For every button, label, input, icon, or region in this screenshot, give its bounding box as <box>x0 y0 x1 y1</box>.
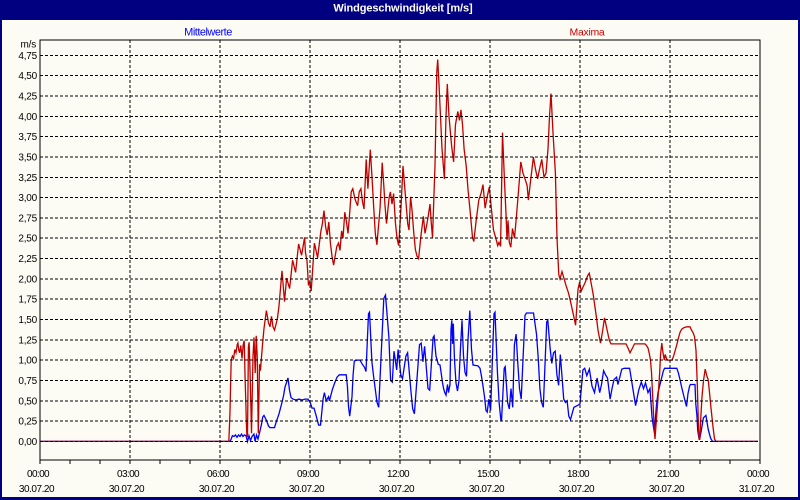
svg-text:30.07.20: 30.07.20 <box>469 484 505 495</box>
svg-text:Maxima: Maxima <box>570 27 605 39</box>
svg-text:30.07.20: 30.07.20 <box>289 484 325 495</box>
svg-text:2,25: 2,25 <box>18 254 37 265</box>
svg-text:09:00: 09:00 <box>297 469 320 480</box>
svg-text:31.07.20: 31.07.20 <box>739 484 775 495</box>
svg-text:30.07.20: 30.07.20 <box>19 484 55 495</box>
svg-text:1,00: 1,00 <box>18 356 37 367</box>
svg-text:3,75: 3,75 <box>18 132 37 143</box>
svg-text:1,50: 1,50 <box>18 315 37 326</box>
svg-text:00:00: 00:00 <box>27 469 50 480</box>
svg-text:2,50: 2,50 <box>18 234 37 245</box>
svg-text:3,25: 3,25 <box>18 173 37 184</box>
svg-text:0,50: 0,50 <box>18 396 37 407</box>
svg-text:Mittelwerte: Mittelwerte <box>184 27 232 39</box>
svg-text:30.07.20: 30.07.20 <box>199 484 235 495</box>
svg-text:30.07.20: 30.07.20 <box>649 484 685 495</box>
svg-text:06:00: 06:00 <box>207 469 230 480</box>
svg-text:m/s: m/s <box>20 40 36 51</box>
svg-text:0,00: 0,00 <box>18 437 37 448</box>
svg-text:21:00: 21:00 <box>657 469 680 480</box>
svg-text:Windgeschwindigkeit [m/s]: Windgeschwindigkeit [m/s] <box>333 3 473 15</box>
svg-text:12:00: 12:00 <box>387 469 410 480</box>
svg-text:4,00: 4,00 <box>18 112 37 123</box>
svg-text:30.07.20: 30.07.20 <box>379 484 415 495</box>
svg-text:15:00: 15:00 <box>477 469 500 480</box>
svg-text:03:00: 03:00 <box>117 469 140 480</box>
svg-text:18:00: 18:00 <box>567 469 590 480</box>
svg-text:1,75: 1,75 <box>18 295 37 306</box>
svg-text:2,75: 2,75 <box>18 213 37 224</box>
svg-text:30.07.20: 30.07.20 <box>559 484 595 495</box>
svg-text:1,25: 1,25 <box>18 335 37 346</box>
svg-text:2,00: 2,00 <box>18 274 37 285</box>
svg-text:30.07.20: 30.07.20 <box>109 484 145 495</box>
svg-text:4,25: 4,25 <box>18 92 37 103</box>
svg-text:4,75: 4,75 <box>18 51 37 62</box>
svg-text:0,25: 0,25 <box>18 417 37 428</box>
svg-text:3,50: 3,50 <box>18 153 37 164</box>
svg-text:0,75: 0,75 <box>18 376 37 387</box>
svg-text:00:00: 00:00 <box>747 469 770 480</box>
svg-text:3,00: 3,00 <box>18 193 37 204</box>
svg-text:4,50: 4,50 <box>18 71 37 82</box>
